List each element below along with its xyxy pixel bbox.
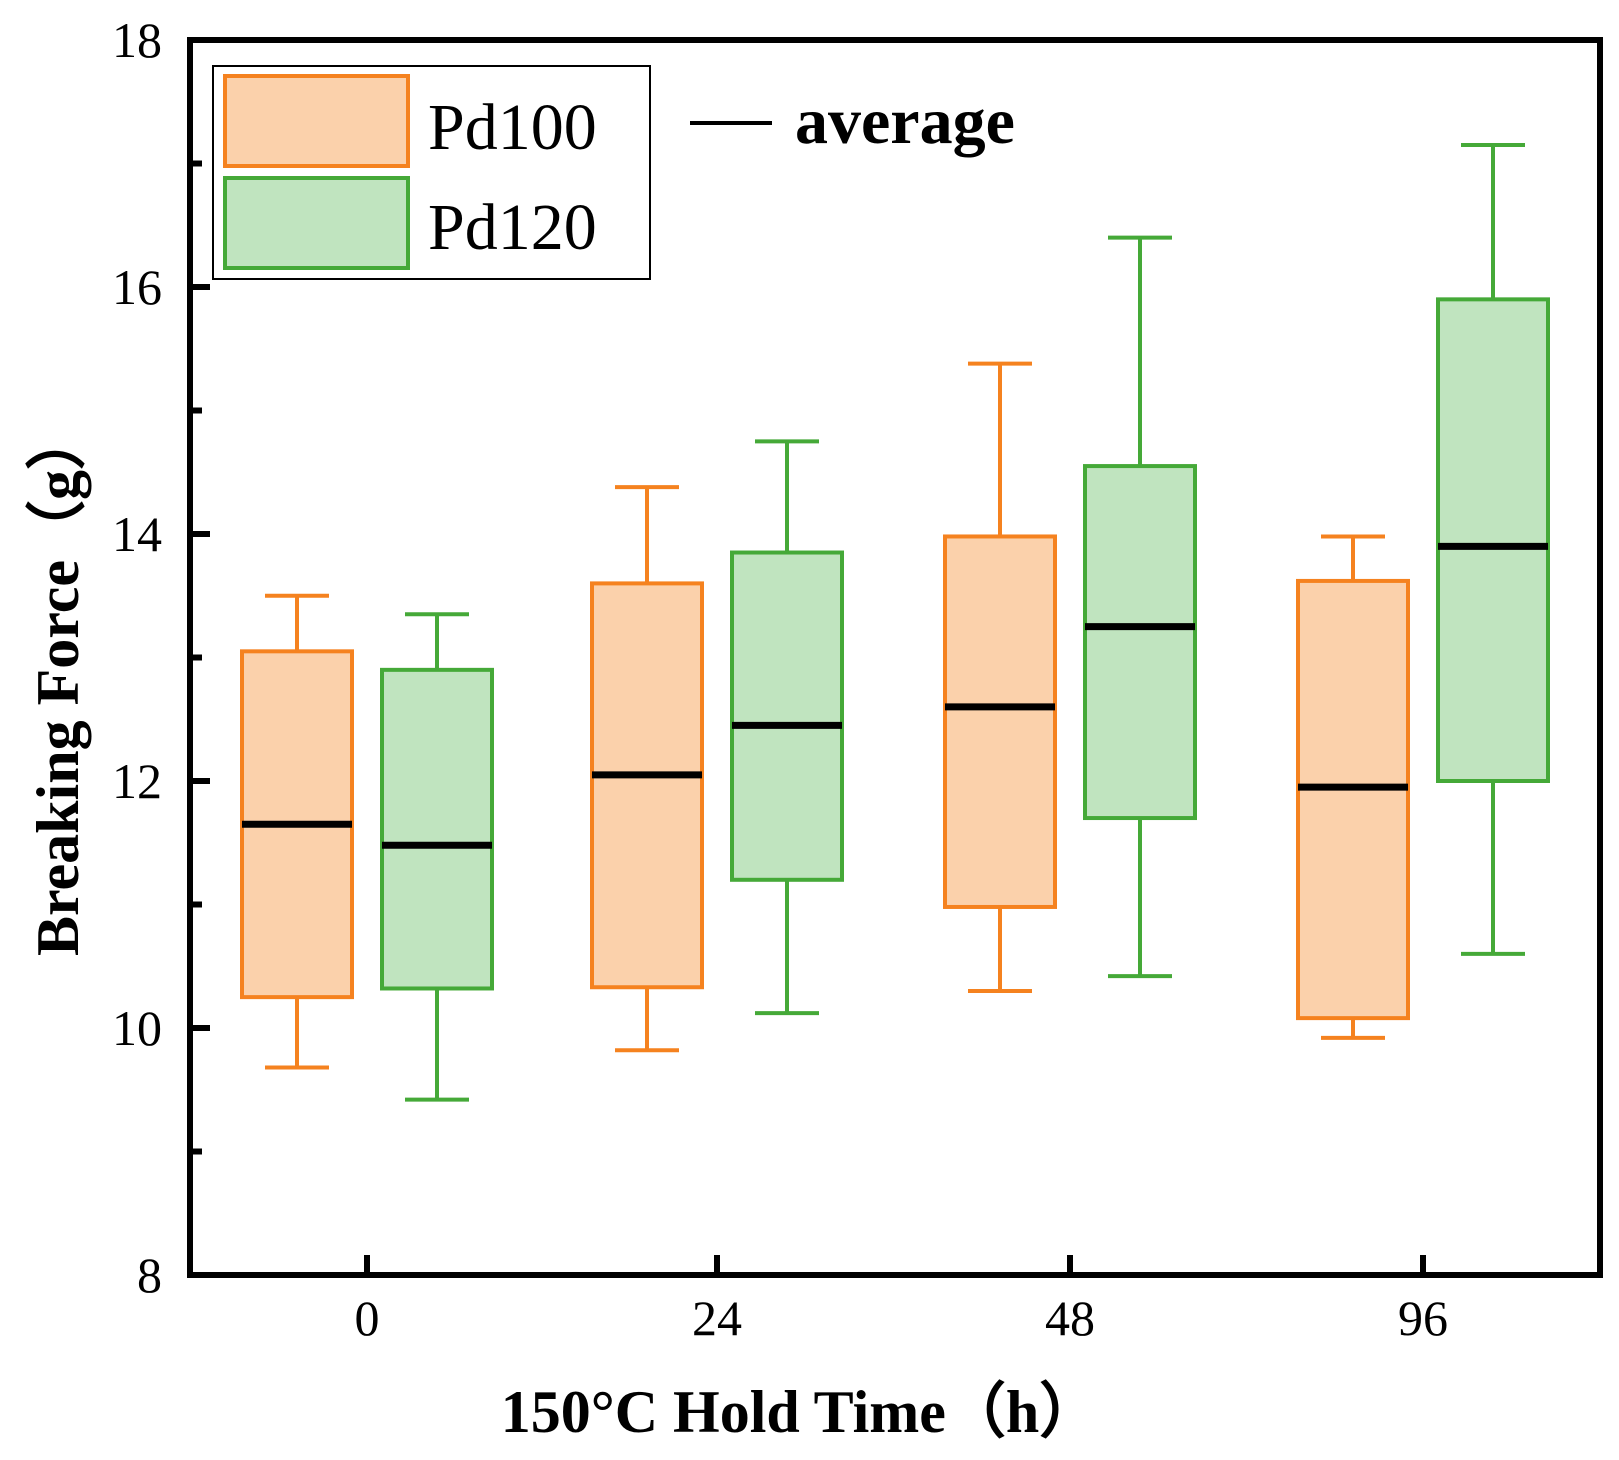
- box-body: [590, 581, 704, 990]
- y-tick-label: 12: [112, 753, 162, 809]
- box-body: [1436, 297, 1550, 783]
- box-pd100-24: [590, 485, 704, 1053]
- legend-swatch-pd100: [223, 74, 410, 168]
- box-pd100-96: [1296, 534, 1410, 1040]
- axes: 8 10 12 14 16 18 0 24 48 96: [112, 12, 1603, 1346]
- box-pd120-48: [1083, 235, 1197, 979]
- box-pd120-24: [730, 439, 844, 1016]
- box-body: [380, 667, 494, 991]
- y-tick-label: 18: [112, 12, 162, 68]
- y-tick-label: 14: [112, 506, 162, 562]
- x-tick-label: 48: [1045, 1290, 1095, 1346]
- legend-swatch-pd120: [223, 176, 410, 270]
- box-body: [1296, 578, 1410, 1021]
- legend-label-pd100: Pd100: [428, 91, 597, 164]
- y-axis-title: Breaking Force（g）: [24, 410, 91, 956]
- box-pd120-96: [1436, 142, 1550, 956]
- plot-area: [240, 142, 1550, 1102]
- x-axis-title: 150°C Hold Time（h）: [501, 1378, 1100, 1445]
- x-tick-label: 96: [1398, 1290, 1448, 1346]
- box-pd100-48: [943, 361, 1057, 993]
- box-pd100-0: [240, 593, 354, 1070]
- box-body: [943, 534, 1057, 909]
- legend-label-average: average: [795, 85, 1015, 158]
- y-tick-label: 8: [137, 1247, 162, 1303]
- x-tick-label: 0: [355, 1290, 380, 1346]
- box-pd120-0: [380, 612, 494, 1102]
- legend-label-pd120: Pd120: [428, 191, 597, 264]
- box-body: [730, 550, 844, 882]
- y-tick-label: 16: [112, 259, 162, 315]
- box-body: [1083, 464, 1197, 821]
- y-tick-label: 10: [112, 1000, 162, 1056]
- x-tick-label: 24: [692, 1290, 742, 1346]
- legend: Pd100 Pd120 average: [212, 65, 1015, 280]
